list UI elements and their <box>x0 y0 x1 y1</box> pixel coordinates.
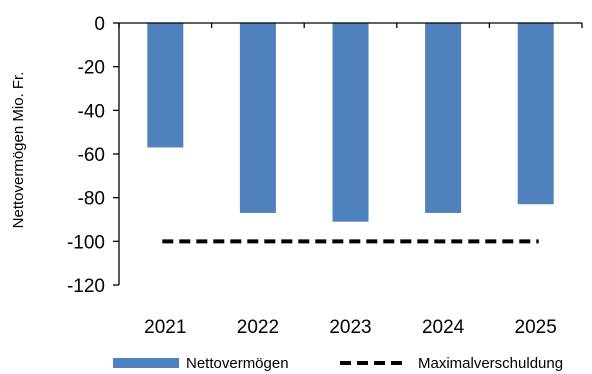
bar-2024 <box>425 23 462 213</box>
y-tick-label: -100 <box>67 232 105 253</box>
y-axis-title: Nettovermögen Mio. Fr. <box>10 72 27 229</box>
y-tick-label: -80 <box>78 189 105 210</box>
y-tick-label: -20 <box>78 58 105 79</box>
bar-2023 <box>332 23 369 222</box>
y-tick-label: -120 <box>67 276 105 297</box>
y-tick-label: -60 <box>78 145 105 166</box>
x-tick-label: 2024 <box>422 317 465 338</box>
x-tick-label: 2022 <box>237 317 279 338</box>
legend-bar-swatch <box>113 358 179 368</box>
x-tick-label: 2023 <box>329 317 371 338</box>
y-ticks-group: 0 -20 -40 -60 -80 -100 -120 <box>67 14 119 297</box>
bar-2022 <box>239 23 276 213</box>
legend-label-maximalverschuldung: Maximalverschuldung <box>418 355 563 372</box>
x-tick-label: 2021 <box>144 317 186 338</box>
x-labels-group: 2021 2022 2023 2024 2025 <box>144 317 557 338</box>
x-tick-label: 2025 <box>515 317 557 338</box>
y-tick-label: -40 <box>78 101 105 122</box>
bar-2025 <box>517 23 554 205</box>
legend-label-nettovermoegen: Nettovermögen <box>186 355 289 372</box>
y-tick-label: 0 <box>94 14 105 35</box>
legend: Nettovermögen Maximalverschuldung <box>113 355 563 372</box>
bars-group <box>147 23 554 222</box>
bar-2021 <box>147 23 184 148</box>
